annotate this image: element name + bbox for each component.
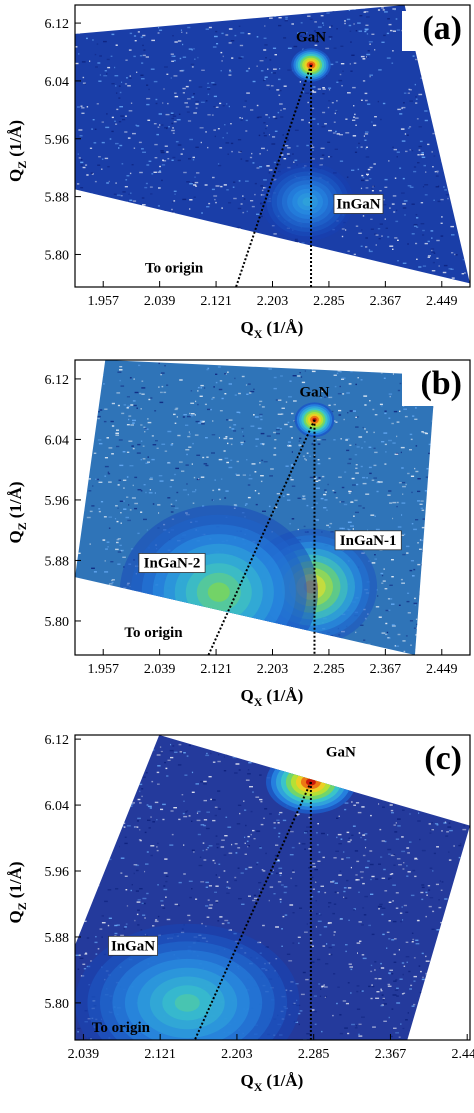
origin-line bbox=[207, 419, 316, 656]
x-tick-label: 2.367 bbox=[370, 294, 402, 309]
panel-label: (a) bbox=[422, 10, 462, 47]
panel-label: (c) bbox=[424, 740, 462, 777]
y-tick-label: 5.96 bbox=[45, 865, 70, 880]
peak-label: GaN bbox=[326, 745, 356, 761]
peak-label: InGaN bbox=[111, 938, 155, 954]
y-tick-label: 5.96 bbox=[45, 133, 70, 148]
chart-panel-b: 6.12 6.04 5.96 5.88 5.80 1.957 2.039 2.121 2.203… bbox=[6, 359, 471, 709]
panel-label-bg bbox=[402, 11, 466, 51]
origin-label: To origin bbox=[145, 261, 204, 277]
y-tick-label: 5.96 bbox=[45, 494, 70, 509]
y-tick-label: 5.88 bbox=[45, 554, 70, 569]
peak-label-box bbox=[108, 935, 158, 956]
x-tick-label: 2.203 bbox=[257, 662, 289, 677]
y-tick-label: 6.12 bbox=[45, 733, 70, 748]
origin-line bbox=[193, 781, 312, 1041]
origin-line bbox=[235, 64, 312, 288]
peak-label: GaN bbox=[296, 29, 326, 45]
x-tick-label: 2.449 bbox=[426, 294, 458, 309]
peak-ingan bbox=[75, 923, 300, 1040]
plot-frame bbox=[74, 734, 471, 1041]
x-tick-label: 2.285 bbox=[298, 1047, 330, 1062]
x-tick-label: 2.121 bbox=[200, 294, 232, 309]
y-tick-label: 5.88 bbox=[45, 931, 70, 946]
panel-label-bg bbox=[402, 741, 466, 781]
panel-c: 6.12 6.04 5.96 5.88 5.80 2.039 2.121 2.203 2.285… bbox=[0, 730, 474, 1113]
y-tick-label: 6.04 bbox=[45, 799, 70, 814]
origin-label: To origin bbox=[124, 625, 183, 641]
peak-label: InGaN bbox=[336, 196, 380, 212]
peak-label-box bbox=[138, 553, 206, 573]
y-tick-label: 5.80 bbox=[45, 615, 70, 630]
y-tick-label: 5.88 bbox=[45, 191, 70, 206]
peak-label-box bbox=[334, 530, 402, 551]
x-tick-label: 2.121 bbox=[144, 1047, 176, 1062]
x-tick-label: 2.039 bbox=[144, 294, 176, 309]
panel-b: 6.12 6.04 5.96 5.88 5.80 1.957 2.039 2.121 2.203… bbox=[0, 355, 474, 730]
y-axis-title: QZ(1/Å) bbox=[6, 120, 29, 182]
y-tick-label: 6.04 bbox=[45, 75, 70, 90]
x-tick-label: 2.039 bbox=[144, 662, 176, 677]
x-tick-label: 2.039 bbox=[68, 1047, 100, 1062]
y-tick-label: 5.80 bbox=[45, 248, 70, 263]
x-tick-label: 2.285 bbox=[313, 294, 345, 309]
x-tick-label: 1.957 bbox=[87, 294, 119, 309]
panel-a: 6.12 6.04 5.96 5.88 5.80 1.957 2.039 2.121 2.203… bbox=[0, 0, 474, 360]
y-tick-label: 6.12 bbox=[45, 17, 70, 32]
x-axis-title: QX (1/Å) bbox=[241, 1071, 304, 1094]
peak-label: InGaN-2 bbox=[144, 556, 201, 572]
x-tick-label: 2.285 bbox=[313, 662, 345, 677]
x-tick-label: 2.203 bbox=[257, 294, 289, 309]
y-tick-label: 5.80 bbox=[45, 997, 70, 1012]
origin-label: To origin bbox=[92, 1020, 151, 1036]
x-axis-title: QX (1/Å) bbox=[241, 686, 304, 709]
peak-label-box bbox=[333, 194, 384, 214]
peak-label: GaN bbox=[299, 385, 329, 401]
peak-label: InGaN-1 bbox=[340, 533, 397, 549]
x-tick-label: 1.957 bbox=[87, 662, 119, 677]
chart-panel-a: 6.12 6.04 5.96 5.88 5.80 1.957 2.039 2.121 2.203… bbox=[6, 4, 471, 341]
panel-label: (b) bbox=[420, 365, 462, 402]
x-tick-label: 2.203 bbox=[221, 1047, 253, 1062]
x-tick-label: 2.449 bbox=[426, 662, 458, 677]
chart-panel-c: 6.12 6.04 5.96 5.88 5.80 2.039 2.121 2.203 2.285… bbox=[6, 733, 474, 1094]
x-tick-label: 2.367 bbox=[375, 1047, 407, 1062]
x-tick-label: 2.121 bbox=[200, 662, 232, 677]
x-axis-title: QX (1/Å) bbox=[241, 318, 304, 341]
peak-ingan-2 bbox=[119, 505, 318, 655]
y-axis-title: QZ(1/Å) bbox=[6, 861, 29, 923]
y-axis-title: QZ(1/Å) bbox=[6, 481, 29, 543]
y-tick-label: 6.04 bbox=[45, 433, 70, 448]
y-tick-label: 6.12 bbox=[45, 373, 70, 388]
panel-label-bg bbox=[402, 366, 466, 406]
peak-gan bbox=[291, 48, 331, 82]
peak-ingan bbox=[261, 162, 354, 241]
x-tick-label: 2.367 bbox=[370, 662, 402, 677]
x-tick-label: 2.449 bbox=[451, 1047, 474, 1062]
